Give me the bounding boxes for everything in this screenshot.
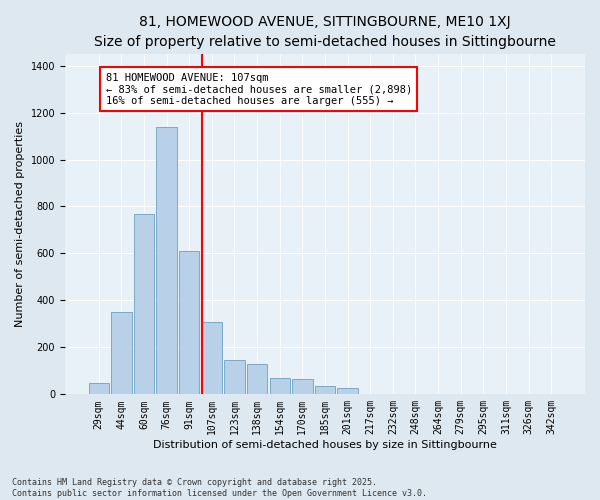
Bar bbox=[179, 251, 199, 394]
Bar bbox=[157, 126, 177, 394]
Title: 81, HOMEWOOD AVENUE, SITTINGBOURNE, ME10 1XJ
Size of property relative to semi-d: 81, HOMEWOOD AVENUE, SITTINGBOURNE, ME10… bbox=[94, 15, 556, 48]
X-axis label: Distribution of semi-detached houses by size in Sittingbourne: Distribution of semi-detached houses by … bbox=[153, 440, 497, 450]
Bar bbox=[111, 312, 131, 394]
Text: 81 HOMEWOOD AVENUE: 107sqm
← 83% of semi-detached houses are smaller (2,898)
16%: 81 HOMEWOOD AVENUE: 107sqm ← 83% of semi… bbox=[106, 72, 412, 106]
Bar bbox=[292, 379, 313, 394]
Bar bbox=[134, 214, 154, 394]
Bar bbox=[269, 378, 290, 394]
Bar bbox=[89, 382, 109, 394]
Bar bbox=[337, 388, 358, 394]
Bar bbox=[224, 360, 245, 394]
Bar bbox=[202, 322, 222, 394]
Text: Contains HM Land Registry data © Crown copyright and database right 2025.
Contai: Contains HM Land Registry data © Crown c… bbox=[12, 478, 427, 498]
Y-axis label: Number of semi-detached properties: Number of semi-detached properties bbox=[15, 121, 25, 327]
Bar bbox=[247, 364, 267, 394]
Bar bbox=[315, 386, 335, 394]
